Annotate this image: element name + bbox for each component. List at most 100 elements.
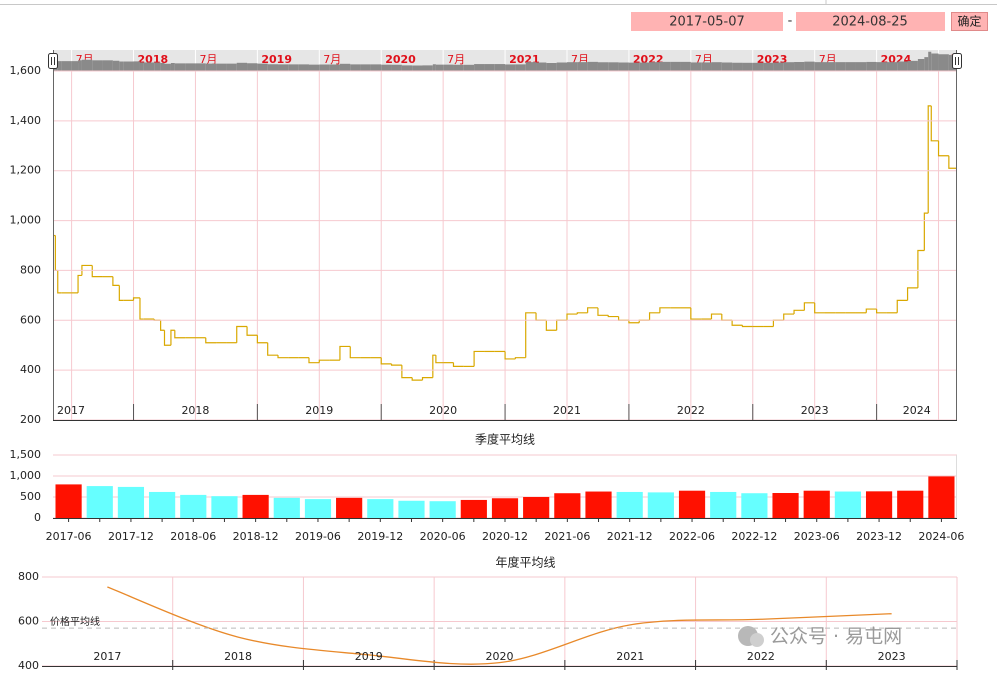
chart-title: 季度平均线	[475, 432, 535, 447]
x-tick-label: 2023-06	[794, 530, 840, 543]
price-step	[91, 265, 103, 278]
navigator-area	[763, 62, 774, 71]
navigator-area	[566, 62, 578, 71]
navigator-area	[432, 64, 436, 71]
navigator-area	[597, 62, 609, 71]
x-tick-label: 2023-12	[856, 530, 902, 543]
navigator-area	[119, 61, 124, 71]
navigator-area	[133, 61, 140, 71]
navigator-area	[897, 61, 908, 71]
price-step	[349, 346, 361, 359]
navigator-area	[174, 63, 186, 71]
bar	[647, 492, 674, 518]
navigator-area	[350, 64, 361, 71]
navigator-area	[139, 62, 144, 71]
navigator-label: 7月	[323, 53, 341, 66]
y-tick-label: 600	[20, 313, 41, 326]
navigator-area	[474, 64, 485, 71]
navigator-area	[546, 63, 557, 71]
price-step	[865, 308, 877, 313]
navigator-area	[556, 62, 567, 71]
bar	[741, 493, 768, 518]
navigator-area	[825, 62, 836, 71]
navigator-label: 2019	[261, 53, 292, 66]
bar	[710, 491, 737, 518]
y-tick-label: 1,400	[10, 114, 42, 127]
navigator-area	[298, 64, 309, 71]
price-step	[390, 363, 402, 366]
navigator-area	[195, 63, 206, 71]
navigator-area	[267, 64, 279, 71]
x-tick-label: 2019	[355, 650, 383, 663]
x-tick-label: 2018-12	[233, 530, 279, 543]
price-step	[783, 313, 795, 321]
navigator-area	[690, 62, 702, 71]
watermark: 公众号 · 易屯网	[770, 626, 902, 648]
navigator-area	[649, 62, 660, 71]
navigator-handle	[48, 53, 58, 69]
chart-title: 年度平均线	[495, 555, 555, 570]
navigator-area	[783, 62, 795, 71]
x-tick-label: 2022-06	[669, 530, 715, 543]
price-step	[930, 105, 939, 142]
navigator-area	[205, 63, 217, 71]
navigator-area	[639, 62, 650, 71]
navigator-area	[435, 64, 444, 71]
navigator-area	[463, 64, 475, 71]
y-tick-label: 1,200	[10, 164, 42, 177]
y-tick-label: 800	[20, 263, 41, 276]
price-step	[77, 274, 82, 293]
navigator-area	[92, 60, 103, 71]
price-step	[421, 377, 433, 381]
navigator-area	[57, 61, 62, 71]
navigator-area	[236, 62, 248, 71]
price-step	[721, 314, 733, 321]
navigator-area	[360, 64, 371, 71]
navigator-area	[381, 64, 392, 71]
x-tick-label: 2021-12	[607, 530, 653, 543]
navigator-area	[81, 59, 93, 71]
x-tick-label: 2020	[486, 650, 514, 663]
price-step	[118, 285, 124, 301]
x-tick-label: 2020-12	[482, 530, 528, 543]
navigator-area	[845, 62, 856, 71]
navigator-label: 2020	[385, 53, 416, 66]
price-step	[948, 155, 957, 169]
price-step	[170, 329, 175, 346]
navigator-area	[494, 64, 506, 71]
navigator-area	[742, 62, 753, 71]
navigator-area	[618, 62, 629, 71]
average-label: 价格平均线	[50, 615, 100, 628]
bar	[180, 494, 207, 518]
price-step	[112, 276, 120, 286]
price-step	[772, 319, 784, 327]
x-tick-label: 2020-06	[420, 530, 466, 543]
x-tick-label: 2024-06	[918, 530, 964, 543]
navigator-area	[329, 64, 340, 71]
price-step	[277, 355, 289, 359]
start-date-input[interactable]	[631, 12, 783, 31]
x-tick-label: 2018-06	[170, 530, 216, 543]
navigator-area	[226, 63, 237, 71]
price-step	[236, 325, 248, 343]
navigator-label: 7月	[447, 53, 465, 66]
x-tick-label: 2017-06	[46, 530, 92, 543]
end-date-input[interactable]	[796, 12, 945, 31]
x-tick-label: 2019-12	[357, 530, 403, 543]
navigator-area	[164, 63, 171, 71]
price-step	[132, 297, 140, 301]
bar	[772, 493, 799, 518]
x-tick-label: 2023	[878, 650, 906, 663]
navigator-area	[876, 62, 887, 71]
navigator-area	[536, 62, 547, 71]
bar	[304, 499, 332, 518]
x-tick-label: 2021	[553, 404, 581, 417]
navigator-area	[401, 65, 413, 71]
x-tick-label: 2020	[429, 404, 457, 417]
confirm-button[interactable]	[951, 12, 988, 31]
navigator-area	[71, 61, 79, 71]
navigator-area	[711, 62, 722, 71]
navigator-area	[247, 63, 258, 71]
navigator-area	[577, 62, 588, 71]
price-step	[160, 320, 165, 331]
